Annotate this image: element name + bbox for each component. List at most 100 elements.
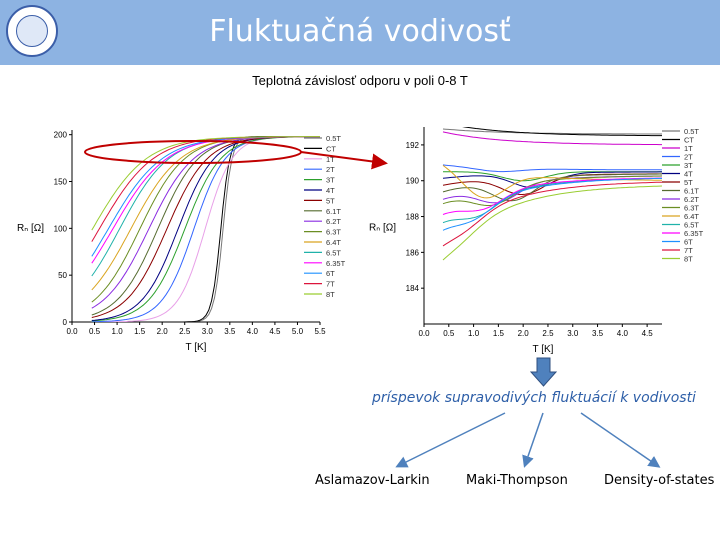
chart0-series-CT [91,136,320,322]
chart0-series-8T [91,136,320,231]
chart0-legend-label: 6.2T [326,217,341,226]
chart1-legend-label: 1T [684,144,693,153]
chart1-legend-label: 6.1T [684,187,699,196]
chart0-y-axis-label: Rₙ [Ω] [17,223,44,234]
header-bar: Fluktuačná vodivosť [0,0,720,65]
chart1-legend-label: 3T [684,161,693,170]
down-arrow-icon [529,357,558,387]
chart1-x-tick-label: 4.5 [642,329,654,338]
chart1-legend-label: 7T [684,246,693,255]
chart1-legend-label: 6.3T [684,204,699,213]
chart1-legend-label: 6.2T [684,195,699,204]
chart0-x-tick-label: 0.5 [89,327,101,336]
chart0-legend-label: 6T [326,269,335,278]
chart0-series-3T [91,136,320,322]
chart0-y-tick-label: 0 [63,318,68,327]
chart1-plot-area [442,127,662,261]
chart0-series-2T [91,136,320,322]
chart0-legend-label: 6.3T [326,228,341,237]
chart-subtitle: Teplotná závislosť odporu v poli 0-8 T [252,73,468,88]
chart0-legend-label: 6.35T [326,259,346,268]
branch-arrow-right [580,412,661,468]
chart1-legend-label: 4T [684,170,693,179]
connector-arrow [300,151,388,170]
fluctuation-note: príspevok supravodivých fluktuácií k vod… [372,390,696,406]
chart1-x-tick-label: 1.5 [493,329,505,338]
chart0-x-tick-label: 2.0 [157,327,169,336]
chart1-series-0.5T [442,128,662,135]
chart0-legend-label: 0.5T [326,134,341,143]
chart1-legend-label: 6.35T [684,229,704,238]
chart0-y-tick-label: 50 [58,271,67,280]
chart1-legend-label: 2T [684,153,693,162]
chart0-x-tick-label: 3.0 [202,327,214,336]
chart1-x-tick-label: 0.5 [443,329,455,338]
chart0-x-tick-label: 4.5 [269,327,281,336]
chart1-legend-label: 6T [684,238,693,247]
category-density-of-states: Density-of-states [604,473,715,488]
chart1-series-6.35T [442,177,662,215]
chart1-x-tick-label: 1.0 [468,329,480,338]
chart1-series-7T [442,181,662,247]
chart1-series-CT [462,127,662,137]
chart1-y-tick-label: 190 [406,177,420,186]
chart1-y-tick-label: 184 [406,284,420,293]
category-aslamazov-larkin: Aslamazov-Larkin [315,473,430,488]
chart0-legend-label: 6.4T [326,238,341,247]
chart0-legend-label: 3T [326,176,335,185]
chart0-x-tick-label: 3.5 [224,327,236,336]
chart1-series-2T [442,164,662,173]
chart0-plot-area [91,136,320,322]
chart0-x-tick-label: 5.5 [314,327,326,336]
chart0-y-tick-label: 150 [54,178,68,187]
chart1-y-tick-label: 186 [406,248,420,257]
page-title: Fluktuačná vodivosť [209,14,511,49]
chart1-x-tick-label: 3.0 [567,329,579,338]
chart0-legend-label: 1T [326,155,335,164]
chart0-series-1T [91,136,320,322]
chart0-legend-label: 5T [326,196,335,205]
chart1-x-tick-label: 0.0 [418,329,430,338]
university-logo-icon [6,5,58,57]
chart1-x-tick-label: 3.5 [592,329,604,338]
chart1-series-8T [442,185,662,261]
chart1-x-tick-label: 4.0 [617,329,629,338]
chart1-legend-label: CT [684,136,694,145]
chart1-legend-label: 6.4T [684,212,699,221]
chart0-x-tick-label: 1.0 [112,327,124,336]
chart0-x-axis-label: T [K] [186,342,207,353]
chart0-x-tick-label: 1.5 [134,327,146,336]
chart1-series-6.3T [442,175,662,206]
chart0-x-tick-label: 2.5 [179,327,191,336]
chart1-y-tick-label: 192 [406,141,420,150]
chart0-legend-label: 6.5T [326,248,341,257]
chart0-legend-label: 2T [326,165,335,174]
chart1-series-6T [442,177,662,231]
chart0-y-tick-label: 100 [54,224,68,233]
category-maki-thompson: Maki-Thompson [466,473,568,488]
chart1-y-axis-label: Rₙ [Ω] [369,223,396,234]
chart0-series-0.5T [91,136,320,322]
chart1-x-axis-label: T [K] [533,344,554,355]
chart0-legend-label: CT [326,144,336,153]
chart1-x-tick-label: 2.5 [542,329,554,338]
chart1-legend-label: 0.5T [684,127,699,136]
chart0-x-tick-label: 0.0 [66,327,78,336]
chart1-legend-label: 6.5T [684,221,699,230]
chart1-legend-label: 5T [684,178,693,187]
chart1-series-1T [442,131,662,146]
chart0-x-tick-label: 5.0 [292,327,304,336]
branch-arrow-left [395,412,506,468]
chart0-legend-label: 6.1T [326,207,341,216]
chart1-y-tick-label: 188 [406,213,420,222]
chart0-series-4T [91,136,320,321]
chart0-x-tick-label: 4.0 [247,327,259,336]
chart0-legend-label: 8T [326,290,335,299]
chart0-y-tick-label: 200 [54,131,68,140]
chart1-legend-label: 8T [684,255,693,264]
chart0-legend-label: 7T [326,280,335,289]
branch-arrow-middle [522,412,544,468]
chart1-x-tick-label: 2.0 [518,329,530,338]
chart0-legend-label: 4T [326,186,335,195]
